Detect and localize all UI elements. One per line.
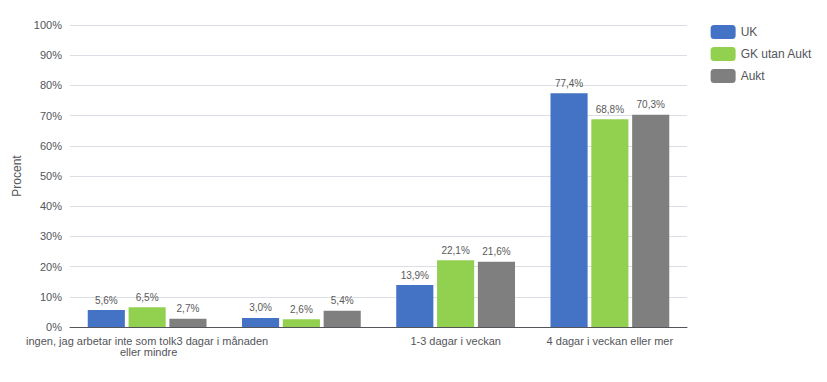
svg-text:UK: UK bbox=[741, 25, 758, 39]
svg-text:eller mindre: eller mindre bbox=[117, 346, 178, 358]
svg-text:GK utan Aukt: GK utan Aukt bbox=[741, 47, 812, 61]
svg-text:6,5%: 6,5% bbox=[136, 292, 159, 303]
svg-text:70,3%: 70,3% bbox=[637, 99, 665, 110]
svg-text:80%: 80% bbox=[40, 79, 62, 91]
svg-text:21,6%: 21,6% bbox=[482, 246, 510, 257]
svg-text:90%: 90% bbox=[40, 49, 62, 61]
svg-text:Aukt: Aukt bbox=[741, 69, 766, 83]
svg-text:22,1%: 22,1% bbox=[441, 245, 469, 256]
svg-text:ingen, jag arbetar inte som to: ingen, jag arbetar inte som tolk3 dagar … bbox=[26, 334, 269, 347]
svg-text:2,7%: 2,7% bbox=[177, 303, 200, 314]
svg-text:68,8%: 68,8% bbox=[596, 104, 624, 115]
svg-text:50%: 50% bbox=[40, 170, 62, 182]
svg-text:Procent: Procent bbox=[10, 155, 24, 197]
svg-text:2,6%: 2,6% bbox=[290, 304, 313, 315]
svg-text:4 dagar i veckan eller mer: 4 dagar i veckan eller mer bbox=[547, 335, 674, 347]
svg-text:70%: 70% bbox=[40, 110, 62, 122]
svg-text:40%: 40% bbox=[40, 200, 62, 212]
svg-text:100%: 100% bbox=[34, 19, 62, 31]
svg-text:3,0%: 3,0% bbox=[249, 302, 272, 313]
svg-text:77,4%: 77,4% bbox=[555, 78, 583, 89]
svg-text:60%: 60% bbox=[40, 140, 62, 152]
svg-text:5,6%: 5,6% bbox=[95, 295, 118, 306]
svg-text:20%: 20% bbox=[40, 261, 62, 273]
svg-text:5,4%: 5,4% bbox=[331, 295, 354, 306]
svg-text:0%: 0% bbox=[46, 321, 62, 333]
svg-text:1-3 dagar i veckan: 1-3 dagar i veckan bbox=[410, 335, 501, 347]
svg-text:30%: 30% bbox=[40, 230, 62, 242]
svg-text:10%: 10% bbox=[40, 291, 62, 303]
svg-text:13,9%: 13,9% bbox=[401, 270, 429, 281]
